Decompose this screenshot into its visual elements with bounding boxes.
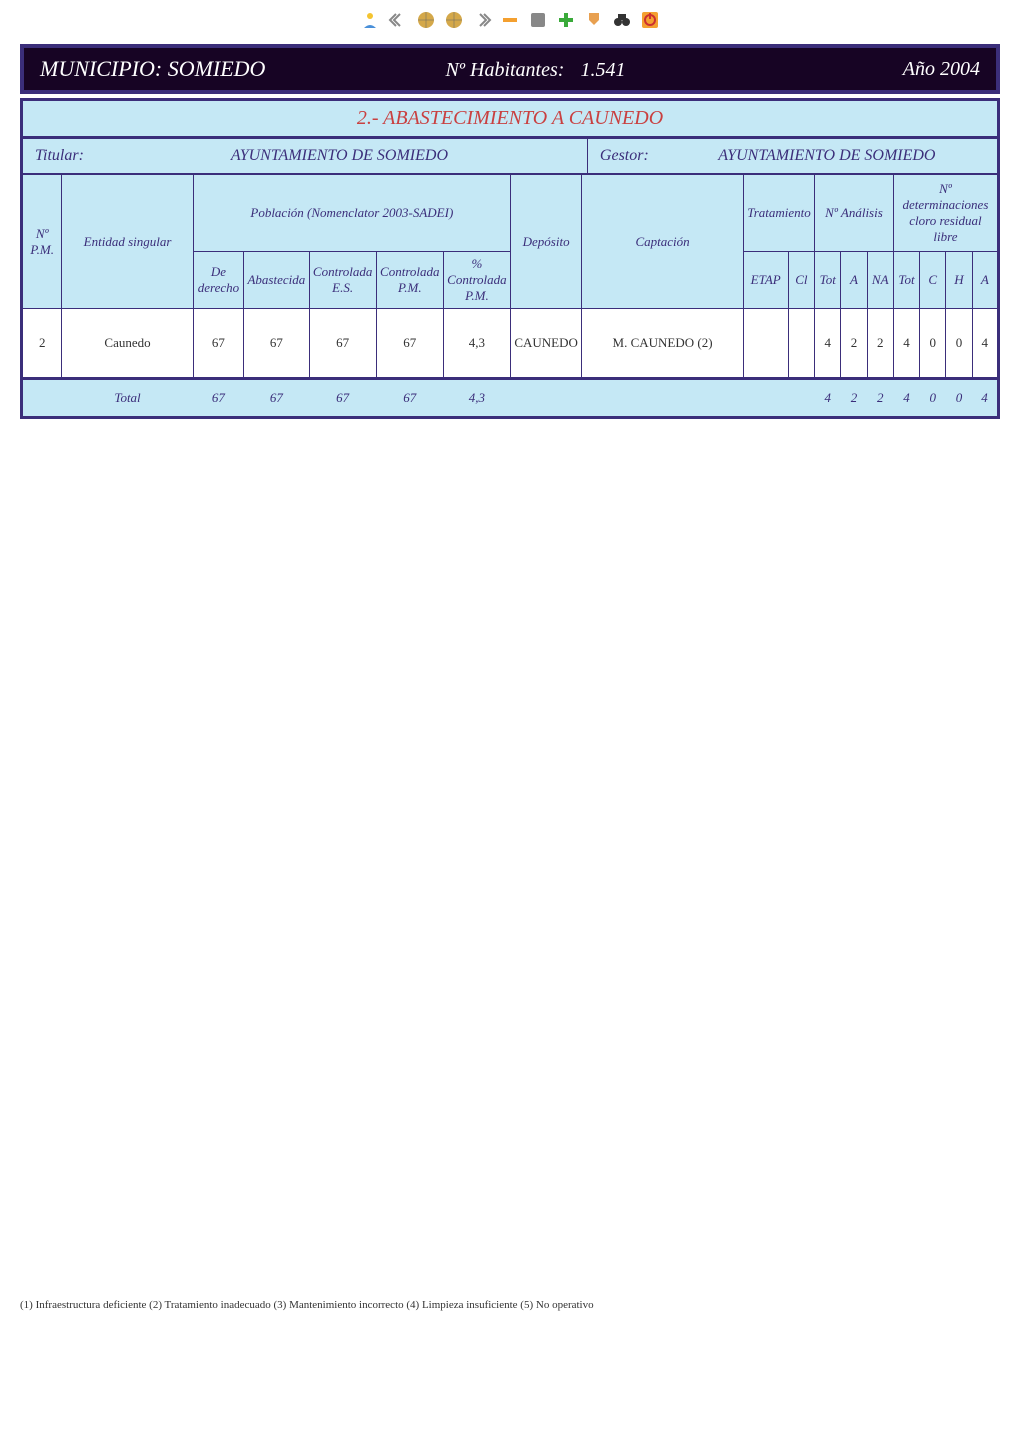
section-title: 2.- ABASTECIMIENTO A CAUNEDO bbox=[357, 107, 663, 129]
municipio-title: MUNICIPIO: SOMIEDO bbox=[40, 56, 265, 82]
year-label: Año 2004 bbox=[903, 58, 980, 81]
col-abastecida: Abastecida bbox=[244, 252, 309, 309]
titular-value: AYUNTAMIENTO DE SOMIEDO bbox=[104, 147, 575, 165]
col-tot2: Tot bbox=[893, 252, 919, 309]
cell-controlada-pm: 67 bbox=[376, 309, 443, 379]
section-title-row: 2.- ABASTECIMIENTO A CAUNEDO bbox=[20, 98, 1000, 139]
total-empty4 bbox=[743, 379, 788, 418]
total-abastecida: 67 bbox=[244, 379, 309, 418]
col-controlada-es: Controlada E.S. bbox=[309, 252, 376, 309]
col-etap: ETAP bbox=[743, 252, 788, 309]
total-controlada-pm: 67 bbox=[376, 379, 443, 418]
cell-entidad: Caunedo bbox=[62, 309, 193, 379]
cell-npm: 2 bbox=[22, 309, 62, 379]
total-na: 2 bbox=[867, 379, 893, 418]
cell-captacion: M. CAUNEDO (2) bbox=[582, 309, 744, 379]
titular-label: Titular: bbox=[35, 147, 84, 165]
cell-a2: 4 bbox=[972, 309, 998, 379]
content: 2.- ABASTECIMIENTO A CAUNEDO Titular: AY… bbox=[20, 98, 1000, 419]
col-pct-controlada: % Controlada P.M. bbox=[443, 252, 510, 309]
total-pct-controlada: 4,3 bbox=[443, 379, 510, 418]
cell-na: 2 bbox=[867, 309, 893, 379]
gestor-cell: Gestor: AYUNTAMIENTO DE SOMIEDO bbox=[588, 139, 997, 173]
total-tot2: 4 bbox=[893, 379, 919, 418]
cell-etap bbox=[743, 309, 788, 379]
globe-right-icon[interactable] bbox=[442, 8, 466, 32]
habitantes-label: Nº Habitantes: bbox=[445, 59, 564, 81]
titular-gestor-row: Titular: AYUNTAMIENTO DE SOMIEDO Gestor:… bbox=[20, 139, 1000, 174]
cell-tot2: 4 bbox=[893, 309, 919, 379]
prev-icon[interactable] bbox=[386, 8, 410, 32]
col-na: NA bbox=[867, 252, 893, 309]
titular-cell: Titular: AYUNTAMIENTO DE SOMIEDO bbox=[23, 139, 588, 173]
globe-left-icon[interactable] bbox=[414, 8, 438, 32]
data-table: Nº P.M. Entidad singular Población (Nome… bbox=[20, 174, 1000, 419]
minus-icon[interactable] bbox=[498, 8, 522, 32]
col-a: A bbox=[841, 252, 867, 309]
header-main: MUNICIPIO: SOMIEDO Nº Habitantes: 1.541 bbox=[40, 56, 625, 82]
cell-c: 0 bbox=[920, 309, 946, 379]
header-bar: MUNICIPIO: SOMIEDO Nº Habitantes: 1.541 … bbox=[20, 44, 1000, 94]
cell-pct-controlada: 4,3 bbox=[443, 309, 510, 379]
col-h: H bbox=[946, 252, 972, 309]
cell-dederecho: 67 bbox=[193, 309, 243, 379]
total-empty5 bbox=[788, 379, 815, 418]
cell-h: 0 bbox=[946, 309, 972, 379]
col-poblacion-group: Población (Nomenclator 2003-SADEI) bbox=[193, 175, 510, 252]
toolbar bbox=[0, 0, 1020, 44]
cell-deposito: CAUNEDO bbox=[510, 309, 581, 379]
footnote: (1) Infraestructura deficiente (2) Trata… bbox=[20, 419, 1000, 1311]
habitantes-group: Nº Habitantes: 1.541 bbox=[445, 59, 625, 82]
col-captacion: Captación bbox=[582, 175, 744, 309]
next-icon[interactable] bbox=[470, 8, 494, 32]
cell-controlada-es: 67 bbox=[309, 309, 376, 379]
col-dederecho: De derecho bbox=[193, 252, 243, 309]
total-dederecho: 67 bbox=[193, 379, 243, 418]
paint-icon[interactable] bbox=[582, 8, 606, 32]
cell-abastecida: 67 bbox=[244, 309, 309, 379]
power-icon[interactable] bbox=[638, 8, 662, 32]
col-deposito: Depósito bbox=[510, 175, 581, 309]
table-header-row-1: Nº P.M. Entidad singular Población (Nome… bbox=[22, 175, 999, 252]
col-tot: Tot bbox=[815, 252, 841, 309]
col-npm: Nº P.M. bbox=[22, 175, 62, 309]
col-ndetcloro: Nº determinaciones cloro residual libre bbox=[893, 175, 998, 252]
col-entidad: Entidad singular bbox=[62, 175, 193, 309]
total-empty3 bbox=[582, 379, 744, 418]
cell-tot: 4 bbox=[815, 309, 841, 379]
gestor-label: Gestor: bbox=[600, 147, 649, 165]
col-a2: A bbox=[972, 252, 998, 309]
cell-a: 2 bbox=[841, 309, 867, 379]
cell-cl bbox=[788, 309, 815, 379]
total-empty2 bbox=[510, 379, 581, 418]
total-empty bbox=[22, 379, 62, 418]
total-h: 0 bbox=[946, 379, 972, 418]
habitantes-value: 1.541 bbox=[580, 59, 625, 81]
total-label: Total bbox=[62, 379, 193, 418]
col-c: C bbox=[920, 252, 946, 309]
person-icon[interactable] bbox=[358, 8, 382, 32]
stop-icon[interactable] bbox=[526, 8, 550, 32]
col-nanalisis: Nº Análisis bbox=[815, 175, 894, 252]
total-a2: 4 bbox=[972, 379, 998, 418]
total-tot: 4 bbox=[815, 379, 841, 418]
total-row: Total 67 67 67 67 4,3 4 2 2 4 0 0 4 bbox=[22, 379, 999, 418]
plus-icon[interactable] bbox=[554, 8, 578, 32]
total-c: 0 bbox=[920, 379, 946, 418]
total-controlada-es: 67 bbox=[309, 379, 376, 418]
total-a: 2 bbox=[841, 379, 867, 418]
gestor-value: AYUNTAMIENTO DE SOMIEDO bbox=[669, 147, 985, 165]
col-tratamiento: Tratamiento bbox=[743, 175, 814, 252]
col-controlada-pm: Controlada P.M. bbox=[376, 252, 443, 309]
binoculars-icon[interactable] bbox=[610, 8, 634, 32]
col-cl: Cl bbox=[788, 252, 815, 309]
table-row: 2 Caunedo 67 67 67 67 4,3 CAUNEDO M. CAU… bbox=[22, 309, 999, 379]
